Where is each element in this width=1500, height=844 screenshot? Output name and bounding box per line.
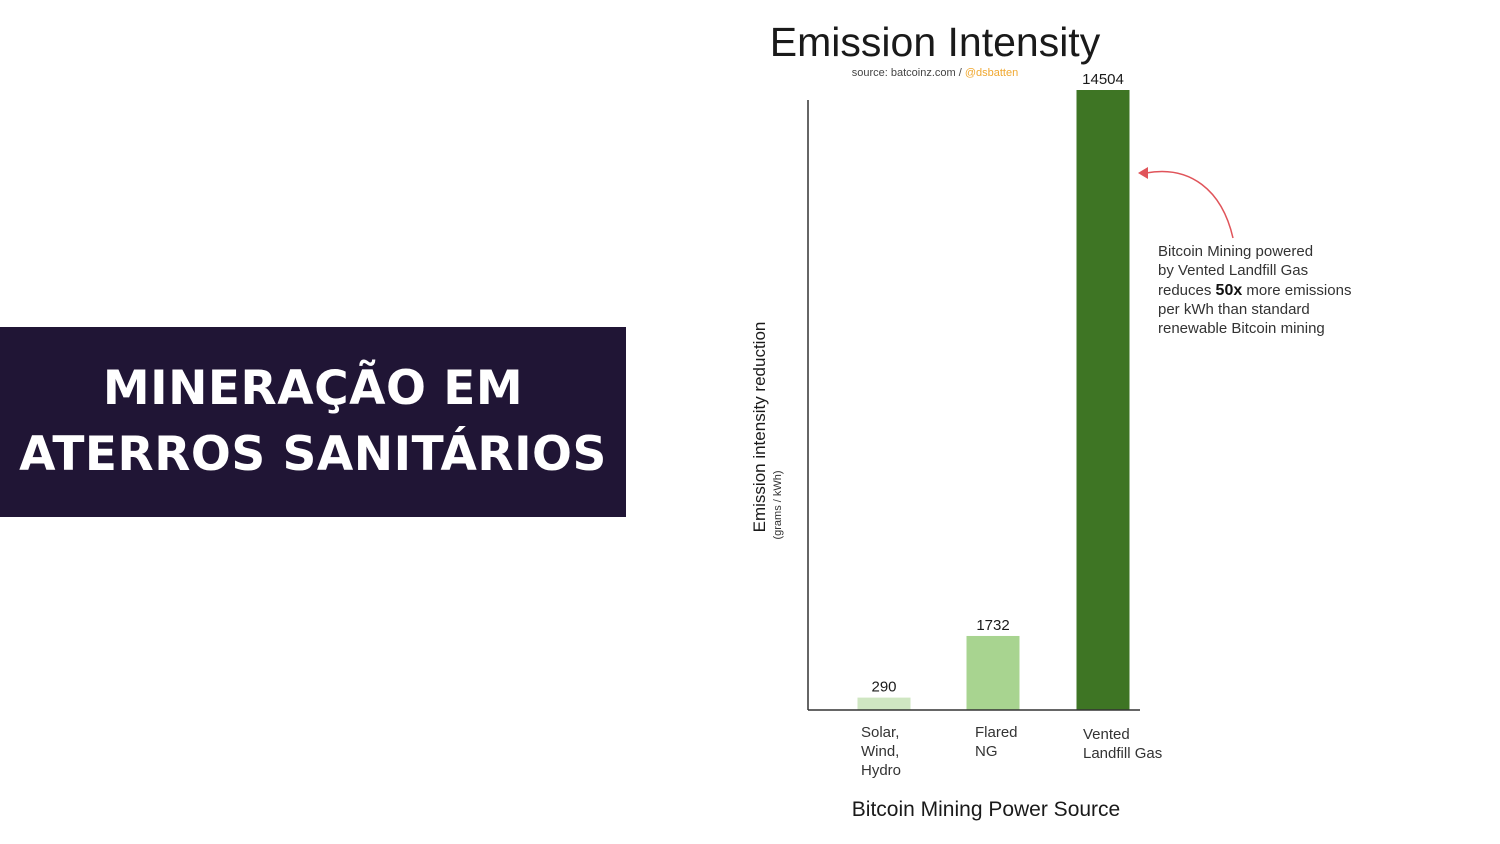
bar-1 [966, 635, 1020, 710]
annotation-arrowhead [1138, 167, 1148, 179]
annotation-line-3: reduces 50x more emissions [1158, 282, 1351, 299]
bars-layer: 290 Solar, Wind, Hydro 1732 Flared NG 14504 Vent… [857, 71, 1162, 779]
category-label-line: Wind, [861, 743, 899, 760]
bar-value-label-2: 14504 [1082, 71, 1124, 88]
annotation-line-4: per kWh than standard [1158, 301, 1310, 318]
category-label-line: Vented [1083, 726, 1130, 743]
bar-value-label-0: 290 [871, 679, 896, 696]
chart-source: source: batcoinz.com / @dsbatten [852, 67, 1018, 79]
annotation-arrow [1145, 170, 1234, 239]
y-axis-unit: (grams / kWh) [772, 470, 784, 539]
category-label-line: Flared [975, 724, 1018, 741]
category-label-line: Solar, [861, 724, 899, 741]
annotation-line-3-after: more emissions [1242, 282, 1351, 299]
bar-value-label-1: 1732 [976, 617, 1009, 634]
bar-2 [1076, 90, 1130, 710]
chart-source-handle: @dsbatten [965, 67, 1018, 79]
chart-source-prefix: source: batcoinz.com / [852, 67, 965, 79]
chart-title: Emission Intensity [770, 19, 1101, 65]
x-axis-label: Bitcoin Mining Power Source [852, 798, 1120, 821]
category-label-line: Hydro [861, 762, 901, 779]
bar-0 [857, 697, 911, 710]
slide-heading: MINERAÇÃO EM ATERROS SANITÁRIOS [19, 361, 607, 482]
category-label-2: Vented Landfill Gas [1083, 726, 1162, 762]
annotation-line-2: by Vented Landfill Gas [1158, 262, 1308, 279]
category-label-line: Landfill Gas [1083, 745, 1162, 762]
annotation-emphasis: 50x [1216, 282, 1243, 299]
annotation-line-5: renewable Bitcoin mining [1158, 320, 1325, 337]
chart-annotation: Bitcoin Mining powered by Vented Landfil… [1138, 167, 1351, 337]
y-axis-label: Emission intensity reduction [750, 322, 769, 533]
category-label-line: NG [975, 743, 998, 760]
category-label-0: Solar, Wind, Hydro [861, 724, 901, 779]
category-label-1: Flared NG [975, 724, 1018, 760]
annotation-line-1: Bitcoin Mining powered [1158, 243, 1313, 260]
annotation-line-3-before: reduces [1158, 282, 1216, 299]
title-banner: MINERAÇÃO EM ATERROS SANITÁRIOS [0, 327, 626, 517]
